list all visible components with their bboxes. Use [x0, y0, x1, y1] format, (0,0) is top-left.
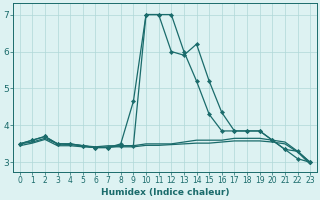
X-axis label: Humidex (Indice chaleur): Humidex (Indice chaleur)	[101, 188, 229, 197]
